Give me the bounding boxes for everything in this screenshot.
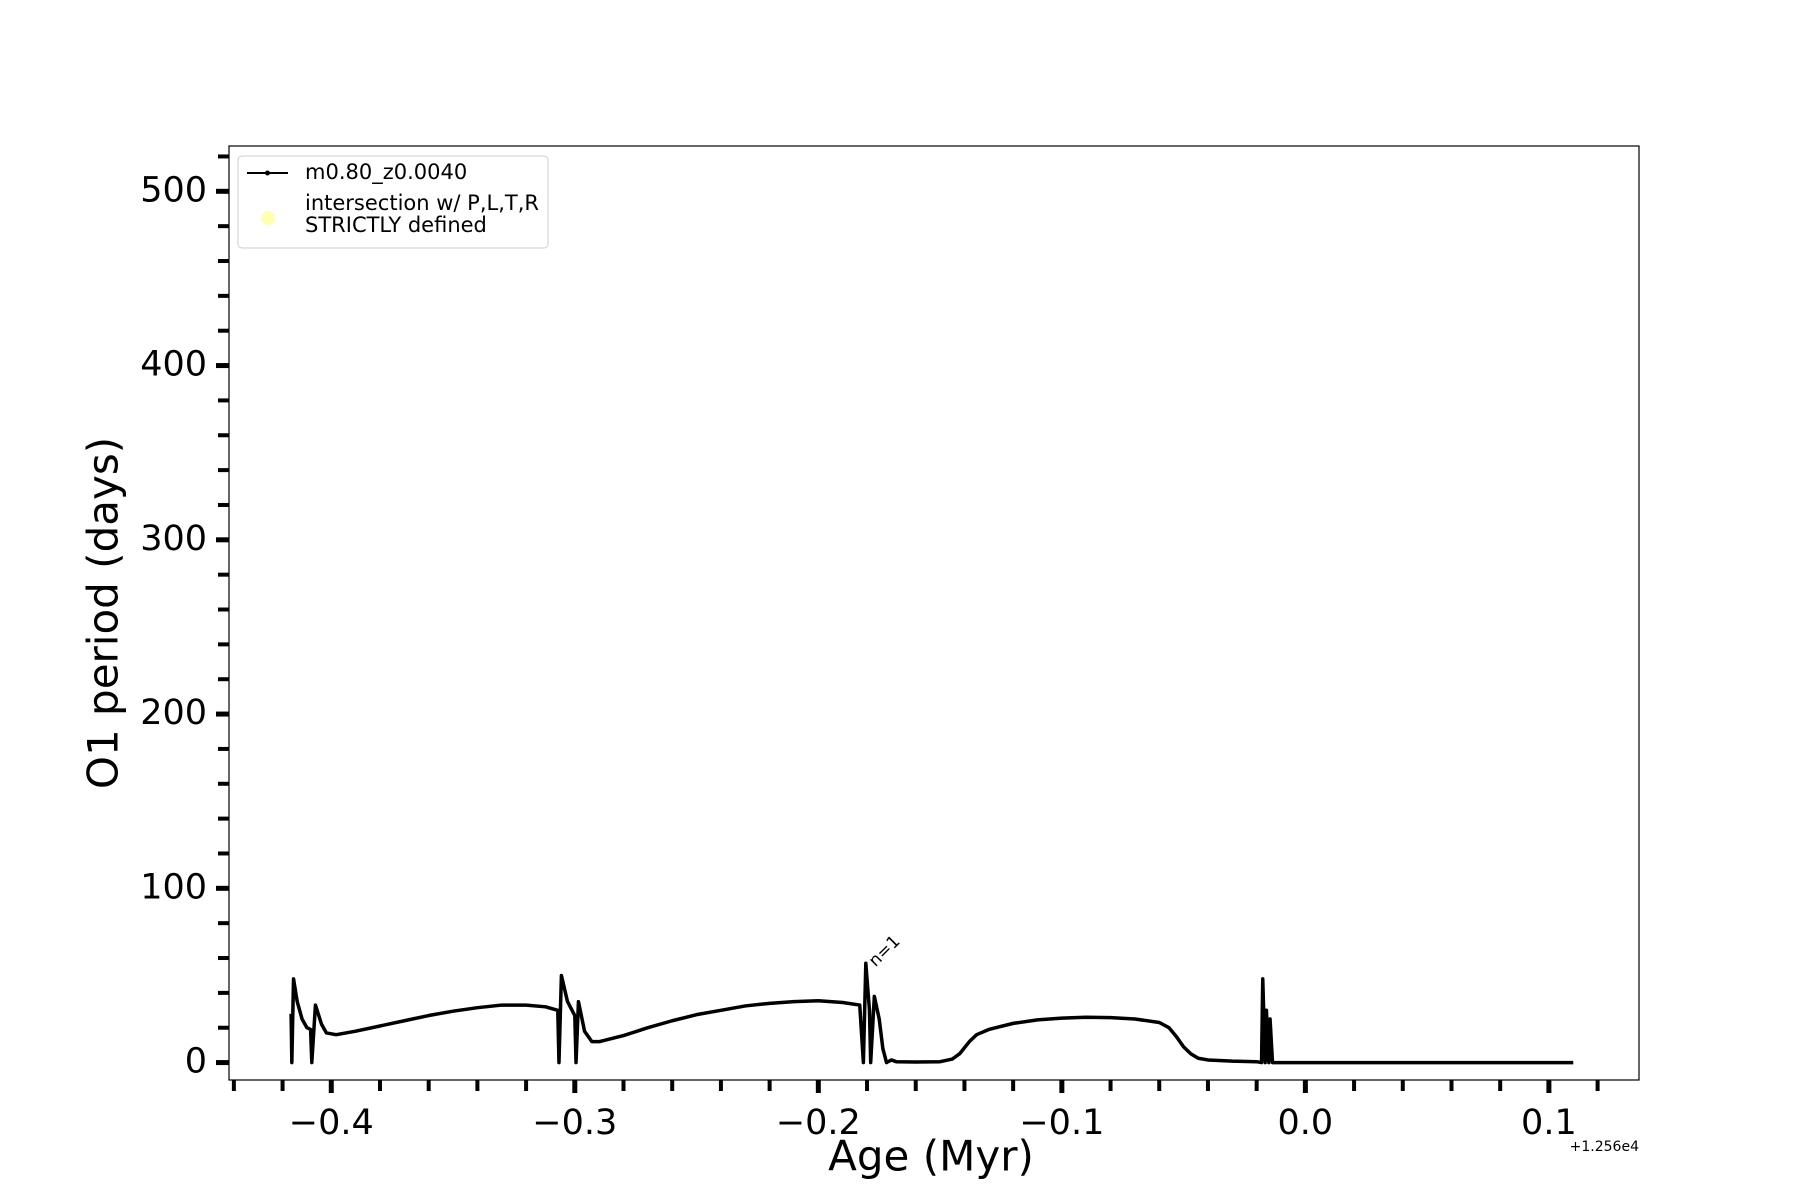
y-tick-label: 400 [140, 345, 207, 385]
y-axis-label: O1 period (days) [79, 437, 128, 789]
y-tick-label: 200 [140, 693, 207, 733]
annotation: n=1 [865, 932, 904, 971]
plot-frame [228, 145, 1640, 1081]
x-tick-label: −0.1 [1019, 1103, 1104, 1143]
x-tick-label: −0.3 [532, 1103, 617, 1143]
legend [237, 155, 549, 249]
x-tick-label: −0.4 [289, 1103, 374, 1143]
x-tick-label: 0.1 [1521, 1103, 1577, 1143]
x-axis-label: Age (Myr) [828, 1132, 1034, 1181]
x-tick-label: −0.2 [776, 1103, 861, 1143]
data-line [289, 961, 1574, 1065]
legend-marker [265, 170, 270, 176]
legend-label: intersection w/ P,L,T,R STRICTLY defined [305, 191, 539, 237]
legend-box [237, 155, 549, 249]
legend-label: m0.80_z0.0040 [305, 160, 467, 185]
x-offset-label: +1.256e4 [1570, 1139, 1639, 1155]
legend-marker [261, 211, 275, 225]
y-tick-label: 0 [185, 1042, 207, 1082]
x-tick-label: 0.0 [1278, 1103, 1334, 1143]
y-tick-label: 500 [140, 170, 207, 210]
y-tick-label: 300 [140, 519, 207, 559]
y-tick-label: 100 [140, 867, 207, 907]
